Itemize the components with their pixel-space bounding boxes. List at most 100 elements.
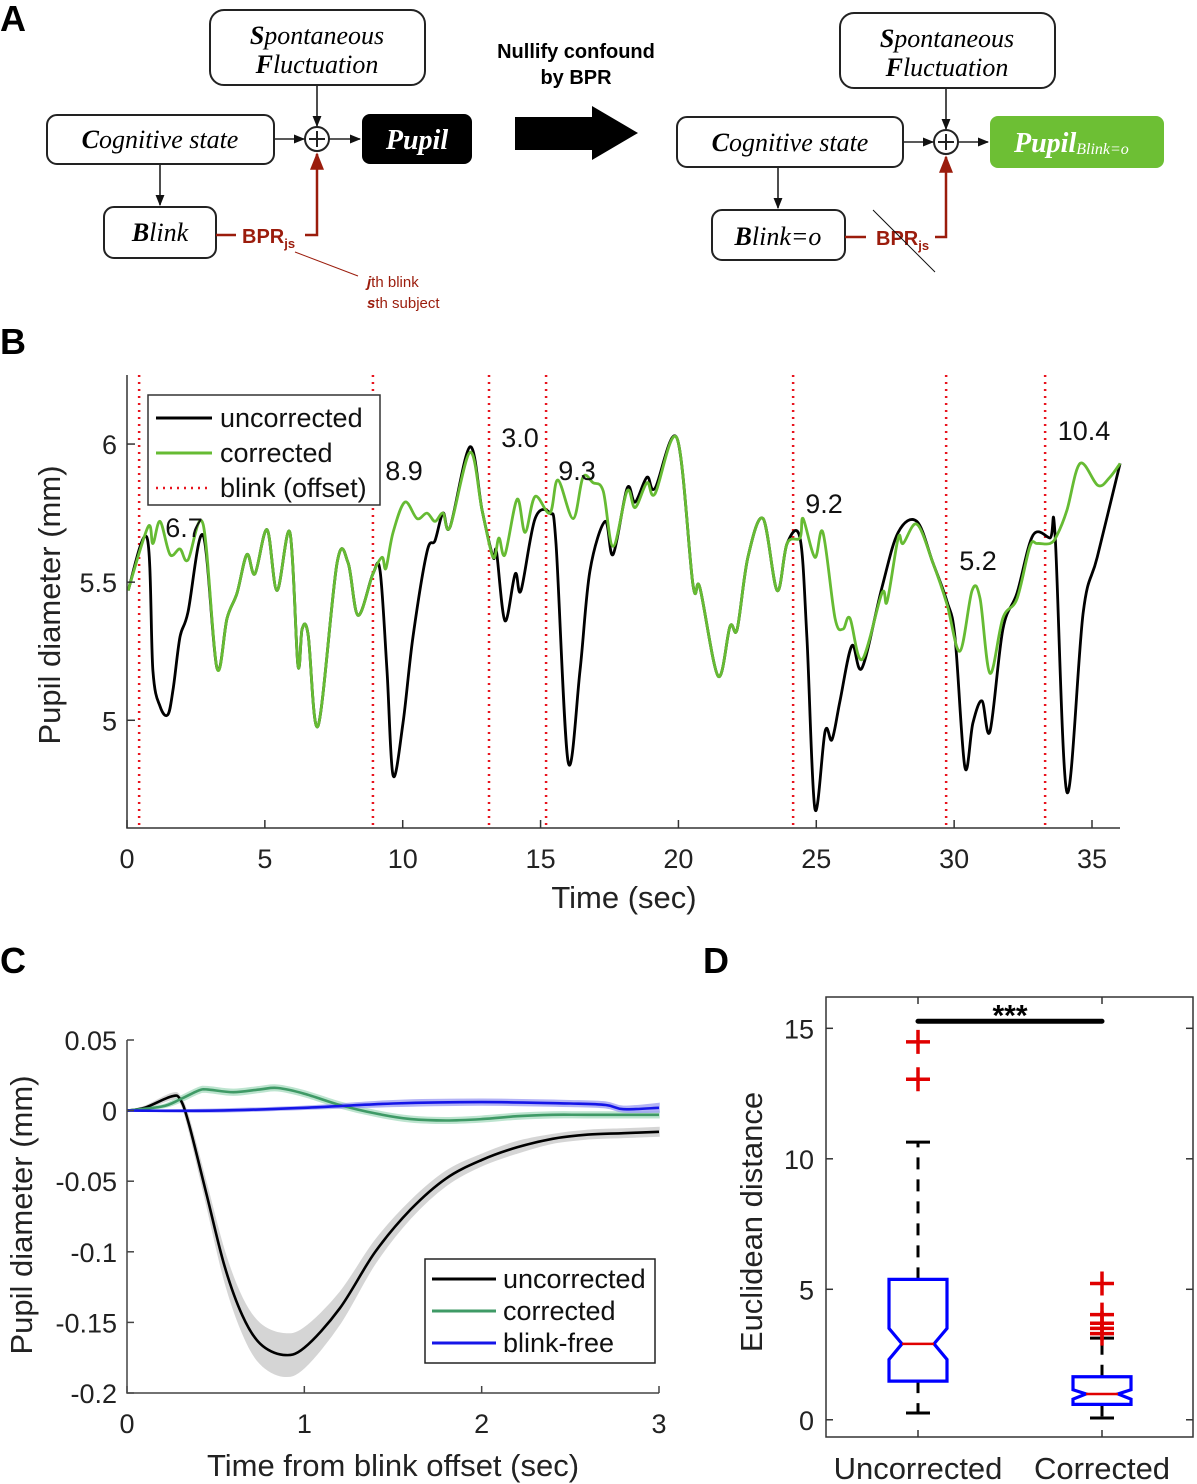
blink-annotation: 6.7 <box>165 513 203 543</box>
legend-label-corrected: corrected <box>220 438 333 468</box>
trace-lines <box>126 434 1122 813</box>
x-tick-label: 35 <box>1077 844 1107 874</box>
x-tick-label: 2 <box>474 1409 489 1439</box>
blink-annotation: 8.9 <box>385 456 423 486</box>
y-tick-label: 15 <box>784 1014 814 1044</box>
bpr-note-pointer <box>294 251 359 277</box>
fluctuation-label: Fluctuation <box>885 53 1009 82</box>
outlier-marker <box>906 1067 930 1092</box>
x-tick-label: 1 <box>297 1409 312 1439</box>
spontaneous-label: Spontaneous <box>880 24 1014 53</box>
diagram-left: Spontaneous Fluctuation Cognitive state … <box>46 9 472 312</box>
panel-label-a: A <box>0 0 26 39</box>
bpr-label: BPRjs <box>876 228 929 253</box>
y-axis-label: Pupil diameter (mm) <box>32 465 67 744</box>
x-tick-label: 5 <box>257 844 272 874</box>
outlier-marker <box>1090 1271 1114 1296</box>
axes: 0 5 10 15 20 25 30 35 5 5.5 6 <box>79 375 1120 874</box>
sum-node-icon <box>933 129 959 155</box>
legend-label-uncorrected: uncorrected <box>220 403 363 433</box>
legend: uncorrected corrected blink (offset) <box>147 394 381 506</box>
nullify-title-line2: by BPR <box>540 67 612 89</box>
axes: 0 1 2 3 0.05 0 -0.05 -0.1 -0.15 -0.2 <box>55 1026 666 1439</box>
y-tick-label: 5 <box>799 1275 814 1305</box>
boxplot-corrected <box>1071 1271 1133 1420</box>
blink-annotations: 6.7 8.9 3.0 9.3 9.2 5.2 10.4 <box>165 416 1110 576</box>
diagram-right: Spontaneous Fluctuation Cognitive state … <box>676 12 1164 273</box>
notched-box <box>1071 1375 1133 1406</box>
bpr-label: BPRjs <box>242 226 295 251</box>
blink-annotation: 3.0 <box>501 423 539 453</box>
panel-b-chart: 0 5 10 15 20 25 30 35 5 5.5 6 6.7 8.9 3.0 9.3 9.2 5.2 10… <box>32 375 1122 915</box>
y-tick-label: -0.1 <box>70 1238 117 1268</box>
significance-stars: *** <box>992 999 1027 1032</box>
blink-label: Blink <box>131 218 189 247</box>
mean-line-uncorrected <box>126 1094 660 1357</box>
legend: uncorrected corrected blink-free <box>424 1258 656 1364</box>
sum-node-icon <box>304 126 330 152</box>
blink-annotation: 9.3 <box>558 456 596 486</box>
boxplots: *** <box>887 999 1133 1420</box>
fluctuation-label: Fluctuation <box>255 50 379 79</box>
legend-label-corrected: corrected <box>503 1296 616 1326</box>
panel-label-c: C <box>0 940 26 981</box>
axis-box <box>825 996 1194 1438</box>
panel-c-chart: 0 1 2 3 0.05 0 -0.05 -0.1 -0.15 -0.2 uncorrected … <box>4 1026 667 1483</box>
ci-band-uncorrected <box>126 1091 660 1378</box>
x-tick-label: 15 <box>526 844 556 874</box>
blink-annotation: 9.2 <box>805 489 843 519</box>
notched-box <box>887 1277 949 1383</box>
x-tick-label: 0 <box>119 1409 134 1439</box>
x-tick-label: 0 <box>119 844 134 874</box>
outlier-marker <box>1090 1321 1114 1346</box>
pupil-blink-zero-box <box>990 116 1164 168</box>
y-tick-label: 5 <box>102 706 117 736</box>
blink-annotation: 10.4 <box>1058 416 1111 446</box>
bpr-note-subject: sth subject <box>367 295 440 312</box>
blink-zero-label: Blink=o <box>734 222 822 251</box>
pupil-label: Pupil <box>385 125 448 156</box>
blink-box <box>103 206 217 259</box>
legend-label-blink-free: blink-free <box>503 1328 614 1358</box>
y-tick-label: 5.5 <box>79 568 117 598</box>
x-axis-label: Time (sec) <box>551 880 696 915</box>
y-tick-label: 10 <box>784 1145 814 1175</box>
y-tick-label: 6 <box>102 430 117 460</box>
y-tick-label: 0 <box>799 1406 814 1436</box>
y-axis-label: Euclidean distance <box>734 1092 769 1352</box>
bpr-arrow-to-sum <box>305 152 324 237</box>
cognitive-state-label: Cognitive state <box>712 128 869 157</box>
y-tick-label: -0.2 <box>70 1379 117 1409</box>
panel-label-b: B <box>0 321 26 362</box>
pupil-blink-zero-label: PupilBlink=o <box>1013 128 1129 159</box>
blink-annotation: 5.2 <box>959 546 997 576</box>
y-tick-label: -0.05 <box>55 1167 117 1197</box>
panel-label-d: D <box>703 940 729 981</box>
legend-label-uncorrected: uncorrected <box>503 1264 646 1294</box>
big-right-arrow-icon <box>515 106 638 160</box>
pupil-box <box>362 114 472 164</box>
mean-lines <box>126 1086 660 1357</box>
boxplot-uncorrected <box>887 1029 949 1415</box>
x-category-label: Corrected <box>1034 1451 1170 1484</box>
x-axis-label: Time from blink offset (sec) <box>207 1448 579 1483</box>
panel-d-chart: 0 5 10 15 Uncorrected Corrected *** Euclidean… <box>734 996 1194 1484</box>
y-tick-label: 0.05 <box>64 1026 117 1056</box>
nullify-title-line1: Nullify confound <box>497 41 655 63</box>
y-axis-label: Pupil diameter (mm) <box>4 1075 39 1354</box>
mean-line-corrected <box>126 1086 659 1122</box>
x-tick-label: 10 <box>388 844 418 874</box>
y-tick-label: -0.15 <box>55 1308 117 1338</box>
bpr-note-blink: jth blink <box>365 274 419 291</box>
blink-zero-box <box>711 209 846 261</box>
x-tick-label: 3 <box>651 1409 666 1439</box>
y-tick-label: 0 <box>102 1097 117 1127</box>
x-tick-label: 25 <box>801 844 831 874</box>
cognitive-state-label: Cognitive state <box>82 125 239 154</box>
strike-through-line <box>872 209 936 273</box>
outlier-marker <box>906 1029 930 1054</box>
bpr-arrow-to-sum <box>935 155 953 239</box>
x-tick-label: 30 <box>939 844 969 874</box>
axes: 0 5 10 15 Uncorrected Corrected <box>784 996 1194 1484</box>
